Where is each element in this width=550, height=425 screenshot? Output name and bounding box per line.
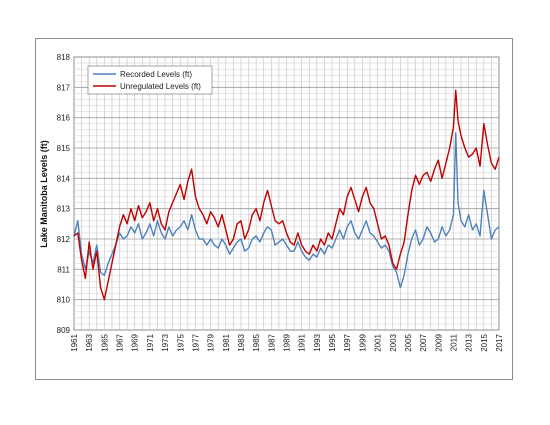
y-tick-label: 814	[57, 174, 71, 183]
x-tick-label: 2007	[419, 333, 428, 351]
x-tick-label: 2009	[434, 333, 443, 351]
x-tick-label: 1961	[70, 333, 79, 351]
y-axis-title: Lake Manitoba Levels (ft)	[39, 140, 49, 248]
x-tick-label: 1973	[161, 333, 170, 351]
legend-label-unregulated: Unregulated Levels (ft)	[120, 82, 201, 91]
x-tick-label: 1963	[85, 333, 94, 351]
y-tick-label: 817	[57, 83, 71, 92]
series-line-unregulated	[73, 89, 500, 301]
y-axis-ticks: 809 810 811 812 813 814 815 816 817 818	[57, 53, 71, 335]
x-axis-ticks: 1961 1963 1965 1967 1969 1971 1973 1975 1977 1979…	[70, 333, 504, 351]
x-tick-label: 1989	[283, 333, 292, 351]
legend-box	[87, 65, 213, 95]
y-tick-label: 818	[57, 53, 71, 62]
x-tick-label: 1991	[298, 333, 307, 351]
x-tick-label: 1993	[313, 333, 322, 351]
x-tick-label: 1971	[146, 333, 155, 351]
x-tick-label: 1969	[131, 333, 140, 351]
x-tick-label: 1975	[176, 333, 185, 351]
y-tick-label: 816	[57, 114, 71, 123]
y-tick-label: 812	[57, 235, 71, 244]
y-tick-label: 810	[57, 296, 71, 305]
x-tick-label: 1981	[222, 333, 231, 351]
y-tick-label: 815	[57, 144, 71, 153]
x-tick-label: 2017	[495, 333, 504, 351]
grid	[74, 57, 499, 330]
x-tick-label: 1997	[343, 333, 352, 351]
y-tick-label: 813	[57, 205, 71, 214]
y-tick-label: 811	[57, 265, 70, 274]
x-tick-label: 1983	[237, 333, 246, 351]
chart-frame: 809 810 811 812 813 814 815 816 817 818 1961 1963 1…	[35, 38, 513, 380]
x-tick-label: 2013	[465, 333, 474, 351]
x-tick-label: 2005	[404, 333, 413, 351]
y-tick-label: 809	[57, 326, 71, 335]
x-tick-label: 1985	[252, 333, 261, 351]
x-tick-label: 1967	[116, 333, 125, 351]
legend: Recorded Levels (ft) Unregulated Levels …	[87, 65, 213, 95]
x-tick-label: 1965	[100, 333, 109, 351]
legend-label-recorded: Recorded Levels (ft)	[120, 70, 192, 79]
x-tick-label: 1979	[207, 333, 216, 351]
x-tick-label: 1999	[358, 333, 367, 351]
x-tick-label: 1987	[267, 333, 276, 351]
x-tick-label: 2003	[389, 333, 398, 351]
x-tick-label: 2011	[449, 333, 458, 351]
x-tick-label: 2015	[480, 333, 489, 351]
x-tick-label: 1977	[191, 333, 200, 351]
x-tick-label: 1995	[328, 333, 337, 351]
series-line-recorded	[73, 132, 500, 289]
series-group	[73, 89, 500, 301]
x-tick-label: 2001	[374, 333, 383, 351]
